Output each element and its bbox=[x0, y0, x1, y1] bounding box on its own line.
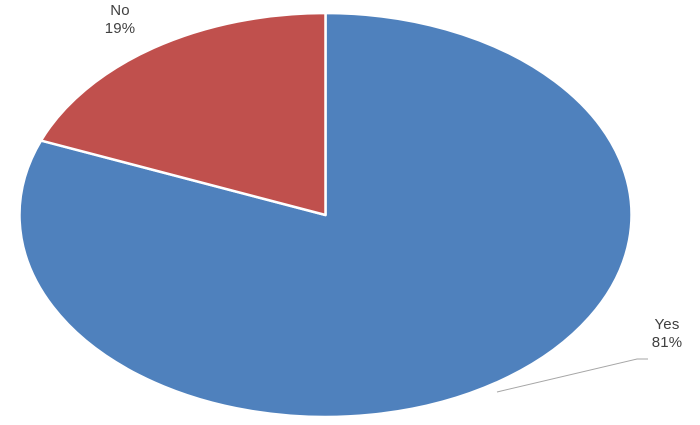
slice-label-no: No 19% bbox=[88, 2, 152, 38]
slice-label-yes-percent: 81% bbox=[651, 334, 683, 351]
slice-label-yes-name: Yes bbox=[654, 316, 680, 333]
pie-slice-no bbox=[39, 11, 327, 217]
slice-label-no-percent: 19% bbox=[104, 20, 136, 37]
leader-line-yes bbox=[496, 358, 648, 393]
pie-slices bbox=[18, 11, 633, 419]
slice-label-no-name: No bbox=[110, 2, 130, 19]
slice-label-yes: Yes 81% bbox=[638, 316, 696, 352]
